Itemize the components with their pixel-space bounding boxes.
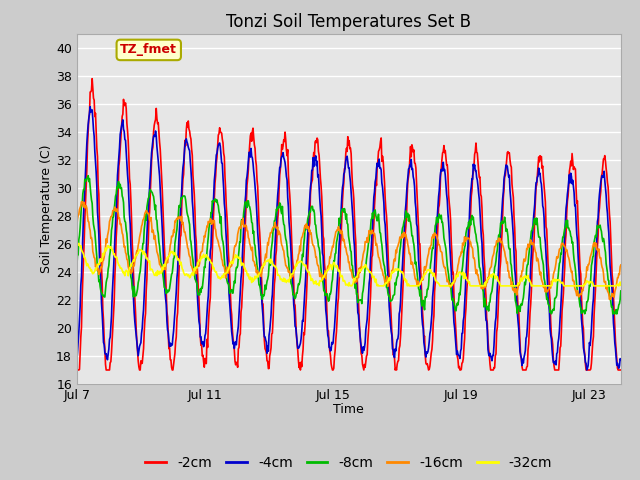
Y-axis label: Soil Temperature (C): Soil Temperature (C) — [40, 144, 53, 273]
Legend: -2cm, -4cm, -8cm, -16cm, -32cm: -2cm, -4cm, -8cm, -16cm, -32cm — [140, 450, 558, 475]
Title: Tonzi Soil Temperatures Set B: Tonzi Soil Temperatures Set B — [227, 12, 471, 31]
Text: TZ_fmet: TZ_fmet — [120, 43, 177, 57]
X-axis label: Time: Time — [333, 403, 364, 416]
